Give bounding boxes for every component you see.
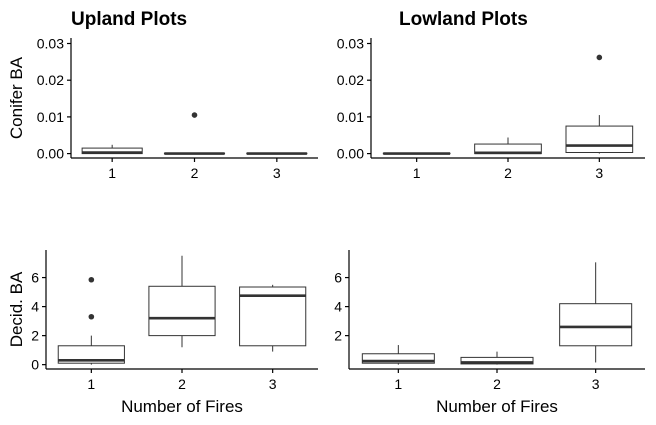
x-tick-label: 2 — [493, 376, 501, 392]
y-tick-label: 0 — [31, 357, 39, 373]
y-tick-label: 0.03 — [337, 36, 364, 52]
y-tick-label: 0.02 — [37, 72, 64, 88]
y-tick-label: 0.01 — [37, 109, 64, 125]
x-tick-label: 1 — [87, 376, 95, 392]
outlier-point — [596, 54, 603, 61]
y-axis-label: Decid. BA — [7, 271, 26, 347]
x-tick-label: 2 — [191, 165, 199, 181]
panel-title: Lowland Plots — [399, 9, 528, 30]
x-tick-label: 1 — [394, 376, 402, 392]
x-tick-label: 3 — [273, 165, 281, 181]
y-tick-label: 0.01 — [337, 109, 364, 125]
x-axis-label: Number of Fires — [121, 397, 243, 416]
y-tick-label: 0.00 — [37, 146, 64, 162]
y-tick-label: 0.02 — [337, 72, 364, 88]
outlier-point — [88, 313, 95, 320]
outlier-point — [191, 112, 198, 118]
y-tick-label: 6 — [334, 270, 342, 286]
y-tick-label: 0.00 — [337, 146, 364, 162]
box — [565, 125, 634, 153]
x-tick-label: 3 — [595, 165, 603, 181]
x-tick-label: 2 — [178, 376, 186, 392]
y-tick-label: 2 — [31, 328, 39, 344]
box — [460, 356, 534, 365]
box — [361, 353, 435, 364]
x-tick-label: 3 — [592, 376, 600, 392]
y-tick-label: 4 — [334, 299, 342, 315]
box — [148, 285, 216, 337]
x-tick-label: 3 — [269, 376, 277, 392]
x-axis-label: Number of Fires — [436, 397, 558, 416]
x-tick-label: 1 — [413, 165, 421, 181]
box — [57, 345, 125, 364]
panel-title: Upland Plots — [71, 9, 187, 30]
y-tick-label: 6 — [31, 270, 39, 286]
box — [559, 303, 633, 347]
x-tick-label: 2 — [504, 165, 512, 181]
y-tick-label: 2 — [334, 328, 342, 344]
y-tick-label: 4 — [31, 299, 39, 315]
y-tick-label: 0.03 — [37, 36, 64, 52]
y-axis-label: Conifer BA — [7, 56, 26, 139]
x-tick-label: 1 — [108, 165, 116, 181]
outlier-point — [88, 276, 95, 283]
